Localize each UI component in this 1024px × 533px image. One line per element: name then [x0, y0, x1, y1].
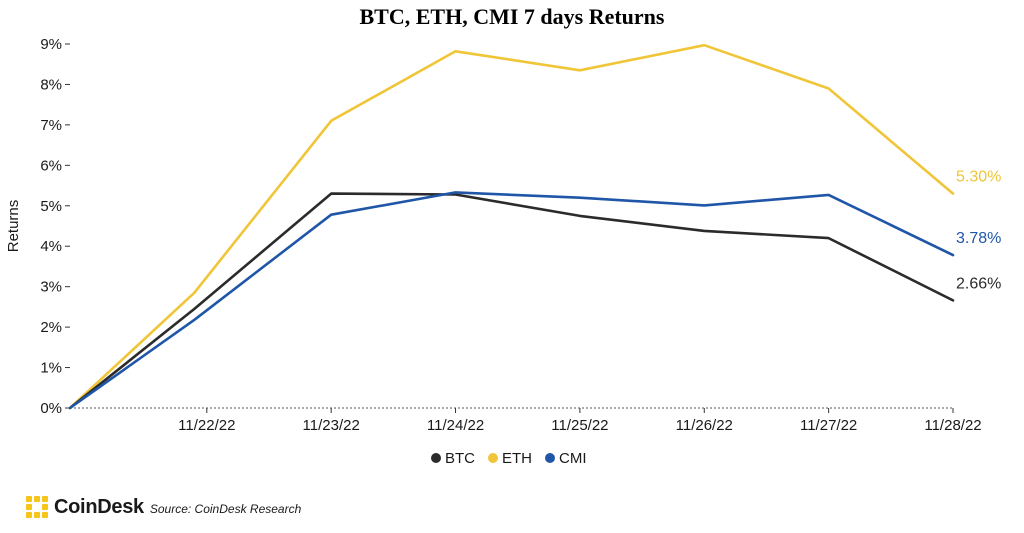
x-tick-label: 11/23/22	[303, 417, 360, 434]
x-tick-label: 11/25/22	[551, 417, 608, 434]
y-tick-label: 7%	[40, 117, 62, 134]
series-line-cmi	[68, 191, 955, 410]
legend-label-cmi: CMI	[559, 450, 587, 467]
line-chart: BTC, ETH, CMI 7 days Returns Returns 0% 1…	[5, 4, 1001, 467]
legend-marker-btc	[431, 453, 441, 463]
end-label-cmi: 3.78%	[956, 230, 1001, 247]
chart-title: BTC, ETH, CMI 7 days Returns	[360, 4, 665, 29]
brand-name: CoinDesk	[54, 495, 144, 518]
y-tick-label: 3%	[40, 279, 62, 296]
legend: BTC ETH CMI	[431, 450, 587, 467]
footer: CoinDesk Source: CoinDesk Research	[26, 492, 301, 522]
y-tick-label: 9%	[40, 36, 62, 53]
end-labels: 2.66% 5.30% 3.78%	[956, 169, 1001, 293]
series-layer	[68, 43, 955, 410]
legend-label-eth: ETH	[502, 450, 532, 467]
series-line-eth	[68, 43, 955, 410]
legend-marker-eth	[488, 453, 498, 463]
y-axis-label: Returns	[5, 200, 22, 253]
legend-marker-cmi	[545, 453, 555, 463]
x-tick-label: 11/22/22	[178, 417, 235, 434]
x-tick-label: 11/28/22	[924, 417, 981, 434]
y-tick-label: 0%	[40, 400, 62, 417]
end-label-btc: 2.66%	[956, 275, 1001, 292]
x-tick-label: 11/27/22	[800, 417, 857, 434]
series-line-btc	[68, 192, 955, 410]
axes: 0% 1% 2% 3% 4% 5% 6% 7% 8% 9% 11/22/22 11/23/22 11/2…	[40, 36, 981, 434]
legend-label-btc: BTC	[445, 450, 475, 467]
source-note: Source: CoinDesk Research	[149, 501, 302, 516]
x-tick-label: 11/26/22	[676, 417, 733, 434]
end-label-eth: 5.30%	[956, 169, 1001, 186]
y-tick-label: 8%	[40, 76, 62, 93]
y-tick-label: 2%	[40, 319, 62, 336]
y-tick-label: 4%	[40, 238, 62, 255]
coindesk-logo-icon	[26, 496, 48, 518]
y-tick-label: 5%	[40, 198, 62, 215]
y-tick-label: 6%	[40, 157, 62, 174]
x-tick-label: 11/24/22	[427, 417, 484, 434]
y-tick-label: 1%	[40, 360, 62, 377]
